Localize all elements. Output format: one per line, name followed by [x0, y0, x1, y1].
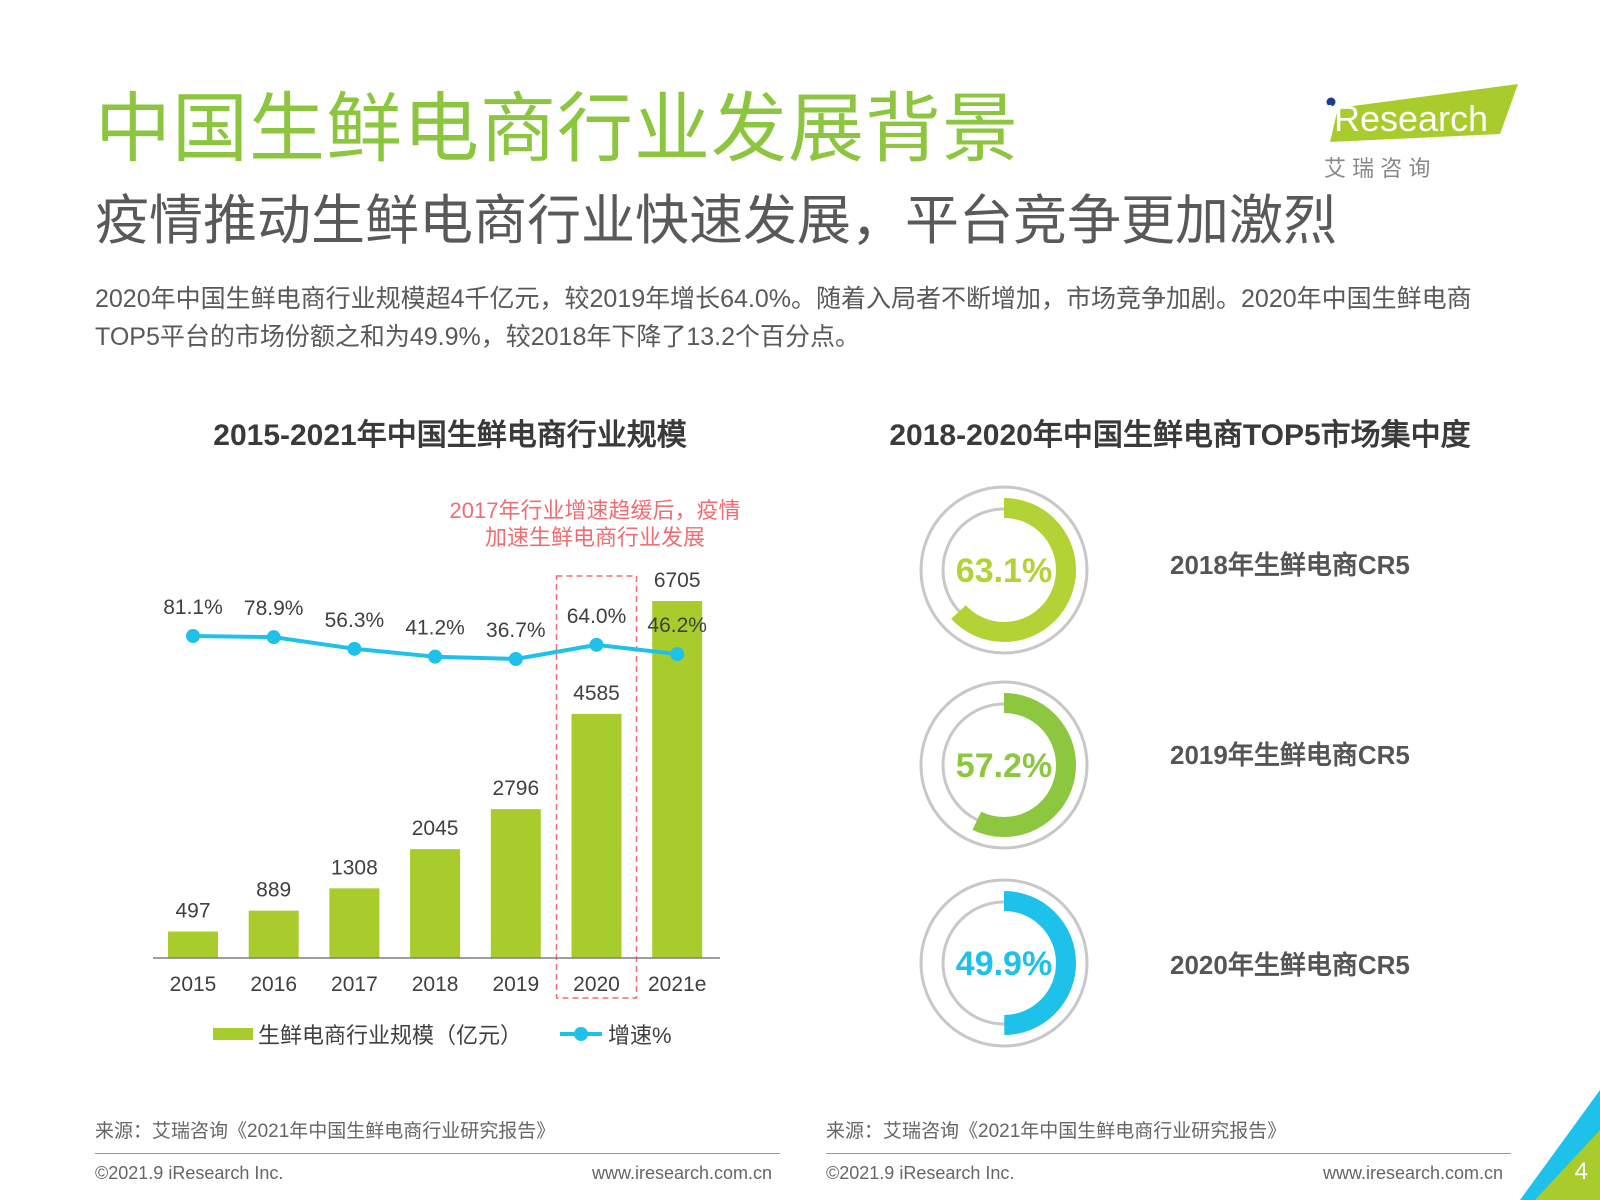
donut-value-3: 49.9%: [956, 945, 1052, 983]
page-title: 中国生鲜电商行业发展背景: [95, 87, 1019, 172]
annotation: 2017年行业增速趋缓后，疫情 加速生鲜电商行业发展: [450, 498, 741, 550]
donut-2: 57.2% 2019年生鲜电商CR5: [919, 680, 1410, 850]
growth-label-2017: 56.3%: [325, 609, 385, 632]
donut-1: 63.1% 2018年生鲜电商CR5: [919, 485, 1410, 655]
source-note-right: 来源：艾瑞咨询《2021年中国生鲜电商行业研究报告》: [826, 1121, 1287, 1142]
bar-2018: [410, 849, 461, 958]
x-tick-label-2016: 2016: [250, 973, 297, 996]
logo-brand-text: iResearch: [1326, 98, 1488, 139]
donut-outer-ring-2: [919, 680, 1089, 850]
donut-3: 49.9% 2020年生鲜电商CR5: [919, 878, 1410, 1048]
growth-point-2021e: [670, 647, 685, 662]
footer-divider-left: [95, 1153, 780, 1154]
growth-point-2019: [508, 652, 523, 666]
bar-value-label-2015: 497: [175, 900, 210, 923]
bar-2015: [168, 931, 218, 958]
x-tick-label-2021e: 2021e: [648, 973, 706, 996]
donut-outer-ring-1: [919, 485, 1089, 655]
bar-value-label-2021e: 6705: [654, 569, 701, 592]
legend-line-marker: [574, 1027, 588, 1041]
chart-legend: 生鲜电商行业规模（亿元） 增速%: [213, 1023, 672, 1048]
bar-value-label-2016: 889: [256, 879, 291, 902]
growth-label-2021e: 46.2%: [647, 614, 707, 637]
donut-chart-title: 2018-2020年中国生鲜电商TOP5市场集中度: [889, 419, 1471, 452]
source-note-left: 来源：艾瑞咨询《2021年中国生鲜电商行业研究报告》: [95, 1121, 556, 1142]
x-tick-label-2020: 2020: [573, 973, 620, 996]
x-tick-label-2018: 2018: [412, 973, 459, 996]
page-number: 4: [1574, 1158, 1588, 1185]
market-size-chart: 2017年行业增速趋缓后，疫情 加速生鲜电商行业发展 497 889 1308 204…: [153, 498, 741, 1048]
donut-segment-3: [932, 891, 1076, 1035]
legend-line-label: 增速%: [608, 1023, 672, 1048]
footer-divider-right: [826, 1153, 1511, 1154]
legend-bar-swatch: [213, 1028, 253, 1040]
growth-label-2016: 78.9%: [244, 597, 304, 620]
page-subtitle: 疫情推动生鲜电商行业快速发展，平台竞争更加激烈: [95, 191, 1337, 251]
growth-point-2015: [186, 629, 200, 643]
bar-2020: [571, 713, 622, 958]
donut-label-2: 2019年生鲜电商CR5: [1170, 740, 1410, 770]
bar-2017: [329, 888, 380, 958]
growth-point-2017: [347, 641, 362, 656]
website-link-left[interactable]: www.iresearch.com.cn: [592, 1163, 773, 1183]
bar-value-label-2019: 2796: [492, 777, 539, 800]
bar-value-label-2018: 2045: [412, 817, 459, 840]
growth-label-2019: 36.7%: [486, 619, 546, 642]
bar-value-label-2017: 1308: [331, 856, 378, 879]
corner-decoration: [1520, 1090, 1600, 1200]
legend-bar-label: 生鲜电商行业规模（亿元）: [258, 1023, 522, 1048]
website-link-right[interactable]: www.iresearch.com.cn: [1323, 1163, 1504, 1183]
copyright-right: ©2021.9 iResearch Inc.: [826, 1163, 1015, 1183]
bar-2016: [248, 910, 299, 958]
donut-segment-2: [932, 693, 1076, 837]
iresearch-logo: iResearch 艾 瑞 咨 询: [1324, 84, 1518, 181]
annotation-line-1: 2017年行业增速趋缓后，疫情: [450, 498, 741, 523]
x-tick-label-2015: 2015: [170, 973, 217, 996]
bar-2019: [490, 809, 541, 958]
annotation-line-2: 加速生鲜电商行业发展: [485, 525, 705, 550]
intro-paragraph: 2020年中国生鲜电商行业规模超4千亿元，较2019年增长64.0%。随着入局者…: [95, 285, 1472, 351]
growth-point-2018: [428, 649, 443, 664]
donut-value-2: 57.2%: [956, 747, 1052, 785]
copyright-left: ©2021.9 iResearch Inc.: [95, 1163, 284, 1183]
growth-label-2015: 81.1%: [163, 596, 223, 619]
donut-outer-ring-3: [919, 878, 1089, 1048]
bar-chart-title: 2015-2021年中国生鲜电商行业规模: [213, 419, 687, 452]
growth-point-2016: [266, 630, 281, 645]
x-tick-label-2017: 2017: [331, 973, 378, 996]
donut-value-1: 63.1%: [956, 552, 1052, 590]
x-tick-label-2019: 2019: [492, 973, 539, 996]
logo-chinese-text: 艾 瑞 咨 询: [1324, 156, 1430, 181]
bar-value-label-2020: 4585: [573, 682, 620, 705]
growth-point-2020: [589, 637, 604, 652]
donut-label-1: 2018年生鲜电商CR5: [1170, 550, 1410, 580]
donut-label-3: 2020年生鲜电商CR5: [1170, 950, 1410, 980]
growth-label-2018: 41.2%: [405, 617, 465, 640]
highlight-box-2020: [555, 575, 638, 999]
cr5-donut-charts: 63.1% 2018年生鲜电商CR5 57.2% 2019年生鲜电商CR5 49.9% 2…: [919, 485, 1410, 1048]
donut-segment-1: [932, 498, 1076, 642]
growth-label-2020: 64.0%: [567, 605, 627, 628]
